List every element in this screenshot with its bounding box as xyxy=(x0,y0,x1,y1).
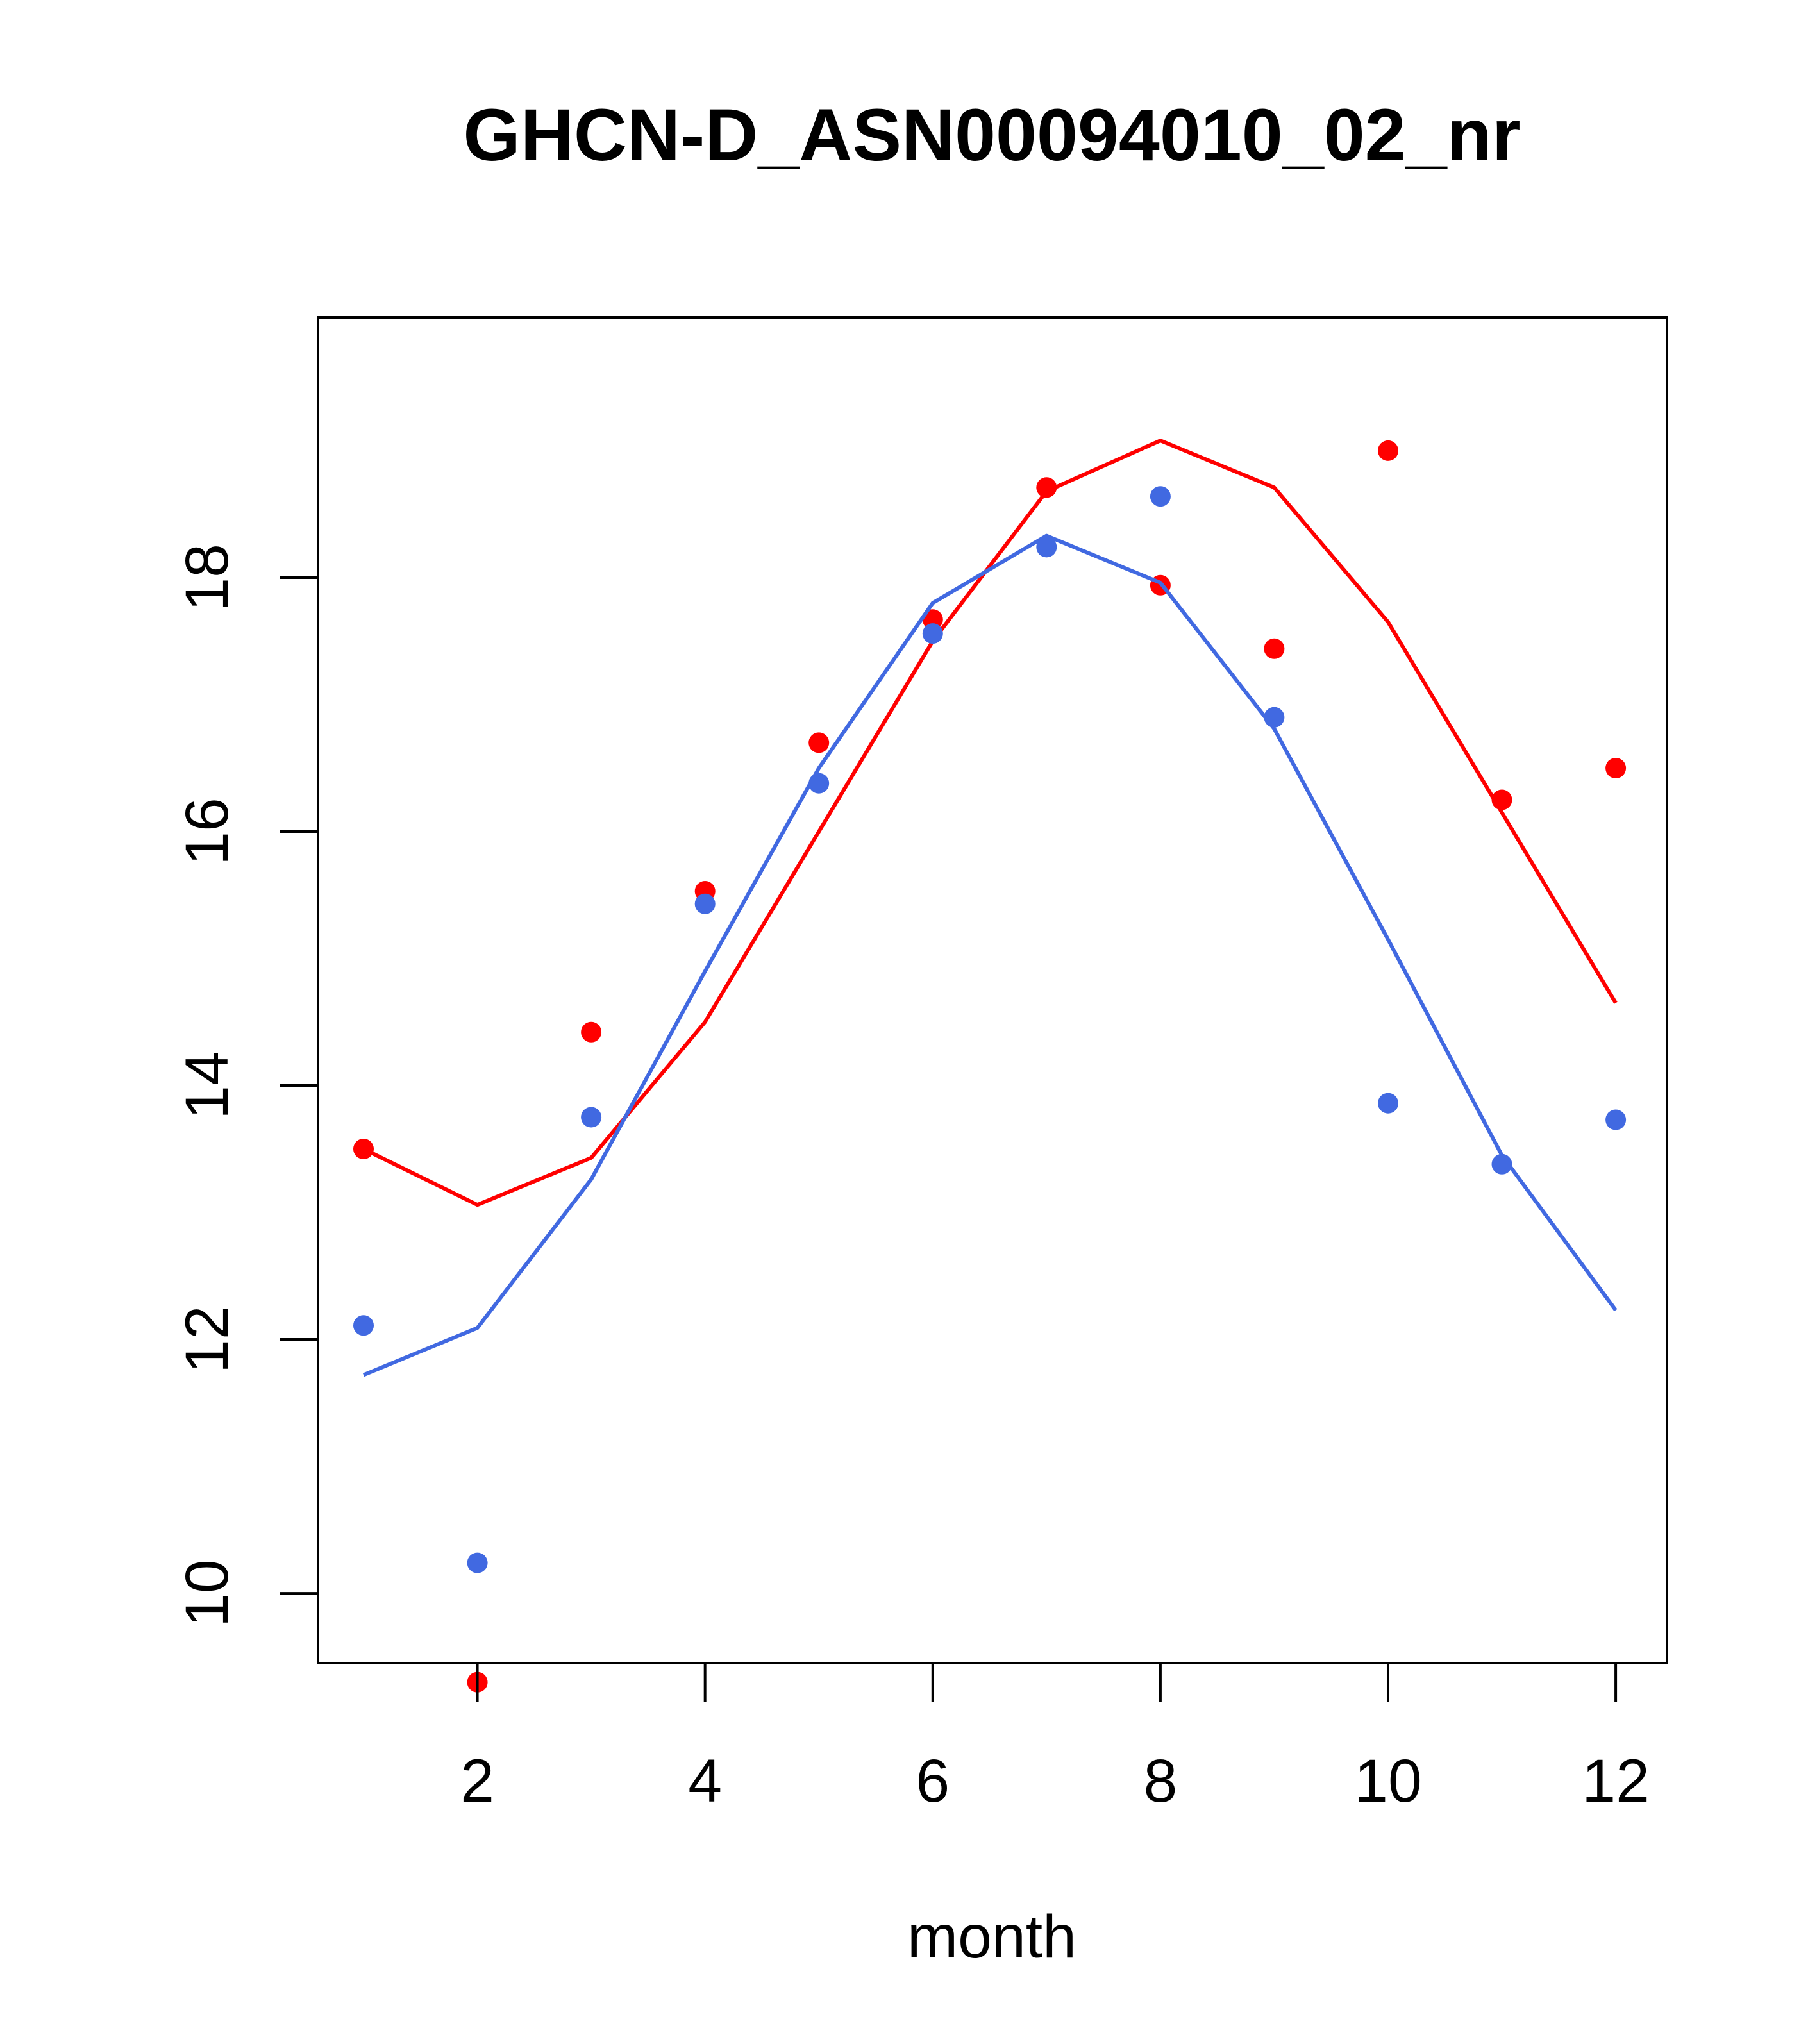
y-tick-label: 16 xyxy=(173,798,241,866)
y-tick-label: 12 xyxy=(173,1305,241,1373)
x-axis-label: month xyxy=(907,1903,1076,1971)
series-1-point xyxy=(1491,789,1512,810)
series-1-point xyxy=(1264,638,1285,659)
y-tick-label: 18 xyxy=(173,544,241,612)
series-1-point xyxy=(353,1139,374,1159)
series-2-point xyxy=(353,1315,374,1336)
x-tick-label: 8 xyxy=(1143,1747,1177,1815)
y-tick-label: 10 xyxy=(173,1559,241,1627)
x-tick-label: 6 xyxy=(916,1747,950,1815)
plot-frame xyxy=(317,316,1668,1664)
series-2-point xyxy=(1036,537,1057,558)
x-tick-label: 10 xyxy=(1354,1747,1422,1815)
series-1-line xyxy=(362,439,1618,1207)
series-2-point xyxy=(1378,1093,1398,1114)
x-tick-label: 4 xyxy=(688,1747,722,1815)
series-1-point xyxy=(1605,758,1627,778)
series-1-point xyxy=(1036,477,1057,498)
series-2-point xyxy=(808,773,830,794)
series-2-line xyxy=(362,533,1618,1377)
series-1-point xyxy=(581,1021,602,1043)
series-1-point xyxy=(1378,440,1398,461)
series-2-point xyxy=(1150,486,1171,507)
series-2-point xyxy=(581,1107,602,1128)
series-2-point xyxy=(1264,707,1285,728)
x-axis: 2 4 6 8 10 12 xyxy=(460,1662,1650,1815)
series-2-point xyxy=(1605,1109,1627,1130)
y-axis: 10 12 14 16 18 xyxy=(173,544,319,1627)
plot-area xyxy=(353,439,1627,1693)
series-2-point xyxy=(467,1552,488,1573)
series-2-point xyxy=(1491,1153,1512,1175)
series-1-point xyxy=(808,732,830,753)
x-tick-label: 2 xyxy=(460,1747,494,1815)
x-tick-label: 12 xyxy=(1582,1747,1650,1815)
series-2-point xyxy=(922,623,943,644)
chart-title: GHCN-D_ASN00094010_02_nr xyxy=(463,94,1520,176)
y-tick-label: 14 xyxy=(173,1051,241,1119)
series-2-point xyxy=(694,893,716,914)
